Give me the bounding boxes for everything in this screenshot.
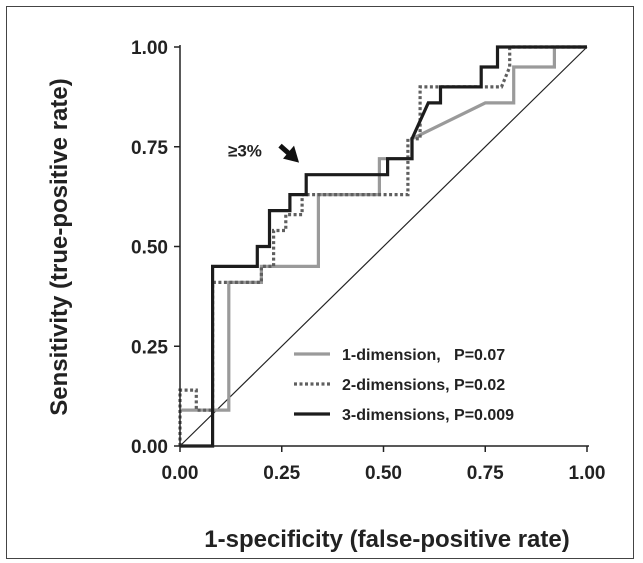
legend-label-1: 1-dimension, P=0.07 bbox=[342, 347, 505, 364]
annotation-arrow-shaft bbox=[278, 143, 291, 156]
y-tick-label: 0.75 bbox=[131, 138, 168, 159]
series-line-2 bbox=[178, 45, 587, 446]
y-tick-label: 0.00 bbox=[131, 437, 168, 458]
x-tick-label: 1.00 bbox=[569, 463, 606, 484]
annotation-layer: ≥3% bbox=[228, 142, 300, 163]
reference-layer bbox=[179, 46, 588, 447]
series-layer bbox=[178, 45, 587, 448]
annotation-label: ≥3% bbox=[228, 142, 262, 161]
y-tick-label: 0.25 bbox=[131, 337, 168, 358]
x-tick-label: 0.00 bbox=[162, 463, 199, 484]
series-line-1 bbox=[180, 45, 587, 412]
legend-layer: 1-dimension, P=0.07 2-dimensions, P=0.02 3… bbox=[294, 347, 514, 424]
x-axis-title: 1-specificity (false-positive rate) bbox=[204, 526, 569, 553]
y-axis-title: Sensitivity (true-positive rate) bbox=[46, 78, 73, 415]
reference-diagonal-line bbox=[179, 46, 588, 447]
legend-label-2: 2-dimensions, P=0.02 bbox=[342, 377, 505, 394]
axes-layer bbox=[179, 45, 589, 447]
figure-frame: 0.00 0.25 0.50 0.75 1.00 0.00 0.25 0.50 0.75 1.00… bbox=[6, 6, 634, 559]
annotation-arrow-head bbox=[283, 145, 300, 163]
series-line-3 bbox=[180, 45, 587, 448]
y-tick-label: 1.00 bbox=[131, 38, 168, 59]
legend-label-3: 3-dimensions, P=0.009 bbox=[342, 407, 514, 424]
y-tick-label: 0.50 bbox=[131, 238, 168, 259]
ticks-layer: 0.00 0.25 0.50 0.75 1.00 0.00 0.25 0.50 0.75 1.00 bbox=[131, 38, 605, 484]
x-tick-label: 0.25 bbox=[263, 463, 300, 484]
x-tick-label: 0.75 bbox=[467, 463, 504, 484]
x-tick-label: 0.50 bbox=[365, 463, 402, 484]
roc-chart: 0.00 0.25 0.50 0.75 1.00 0.00 0.25 0.50 0.75 1.00… bbox=[46, 38, 605, 553]
